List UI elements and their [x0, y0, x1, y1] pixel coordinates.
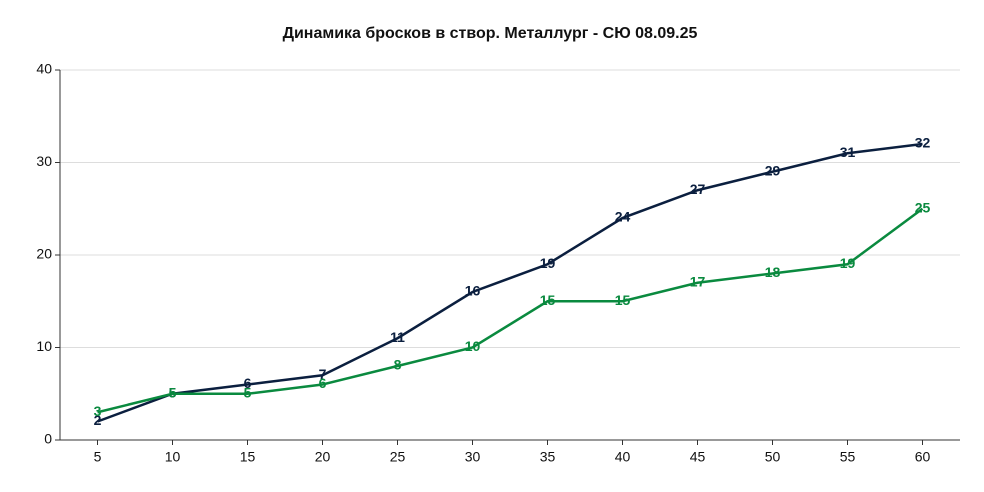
series-line	[97, 142, 923, 423]
value-label: 25	[915, 199, 931, 215]
value-label: 3	[94, 403, 102, 419]
value-label: 31	[840, 144, 856, 160]
x-tick-label: 55	[840, 449, 856, 465]
value-label: 16	[465, 283, 481, 299]
y-tick-label: 30	[36, 153, 52, 169]
x-tick-label: 60	[915, 449, 931, 465]
x-tick-label: 10	[165, 449, 181, 465]
x-tick-label: 45	[690, 449, 706, 465]
value-label: 7	[319, 366, 327, 382]
chart-title: Динамика бросков в створ. Металлург - СЮ…	[283, 25, 698, 42]
value-label: 19	[540, 255, 556, 271]
series-line	[97, 207, 924, 414]
value-label: 29	[765, 162, 781, 178]
value-label: 19	[840, 255, 856, 271]
x-tick-label: 20	[315, 449, 331, 465]
value-label: 8	[394, 357, 402, 373]
value-label: 15	[540, 292, 556, 308]
y-tick-label: 10	[36, 338, 52, 354]
value-label: 6	[244, 375, 252, 391]
value-label: 32	[915, 135, 931, 151]
value-label: 5	[169, 384, 177, 400]
value-label: 6	[319, 375, 327, 391]
x-tick-label: 50	[765, 449, 781, 465]
x-tick-label: 15	[240, 449, 256, 465]
y-tick-label: 40	[36, 61, 52, 77]
value-label: 27	[690, 181, 706, 197]
x-tick-label: 30	[465, 449, 481, 465]
x-tick-label: 35	[540, 449, 556, 465]
x-tick-label: 5	[94, 449, 102, 465]
value-label: 2	[94, 412, 102, 428]
value-label: 11	[390, 329, 405, 345]
value-label: 17	[690, 273, 706, 289]
value-label: 5	[169, 384, 177, 400]
x-tick-label: 25	[390, 449, 406, 465]
value-label: 15	[615, 292, 631, 308]
value-label: 18	[765, 264, 781, 280]
x-tick-label: 40	[615, 449, 631, 465]
y-tick-label: 0	[44, 431, 52, 447]
y-tick-label: 20	[36, 246, 52, 262]
value-label: 5	[244, 384, 252, 400]
value-label: 24	[615, 209, 631, 225]
value-label: 10	[465, 338, 481, 354]
